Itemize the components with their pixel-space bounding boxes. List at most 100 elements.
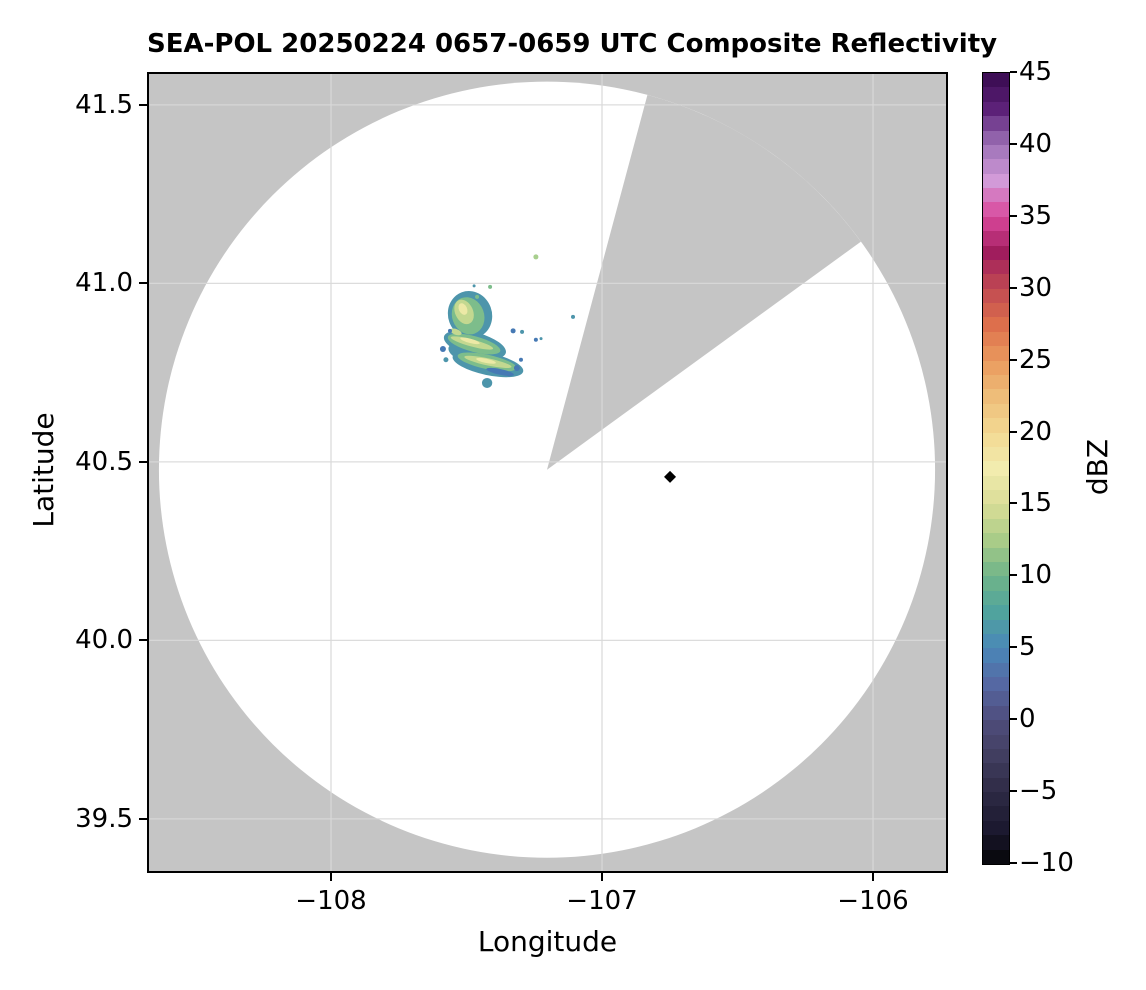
axes-border — [147, 72, 948, 873]
colorbar-band — [983, 705, 1009, 721]
colorbar-band — [983, 734, 1009, 750]
colorbar-label: dBZ — [1081, 438, 1114, 496]
colorbar-band — [983, 820, 1009, 836]
colorbar-band — [983, 561, 1009, 577]
colorbar-tick-mark — [1010, 286, 1017, 289]
colorbar-band — [983, 360, 1009, 376]
colorbar-band — [983, 101, 1009, 117]
echo-yellow-green-streaks — [450, 328, 462, 336]
colorbar-band — [983, 403, 1009, 419]
echo-speck — [447, 328, 452, 333]
colorbar-band — [983, 418, 1009, 434]
echo-speck — [439, 346, 446, 353]
colorbar-tick-mark — [1010, 502, 1017, 505]
colorbar-tick-label: 10 — [1019, 560, 1053, 591]
x-axis-label: Longitude — [477, 925, 618, 958]
x-tick-label: −107 — [566, 886, 638, 916]
echo-speck — [518, 357, 523, 362]
colorbar-tick-label: 45 — [1019, 57, 1053, 87]
colorbar-band — [983, 835, 1009, 851]
colorbar-band — [983, 518, 1009, 534]
echo-speck — [513, 364, 520, 371]
colorbar-band — [983, 202, 1009, 218]
y-tick-label: 40.5 — [75, 446, 133, 477]
colorbar-band — [983, 144, 1009, 160]
colorbar-band — [983, 461, 1009, 477]
colorbar-tick-label: 20 — [1019, 416, 1053, 447]
colorbar-tick-mark — [1010, 71, 1017, 73]
colorbar-band — [983, 73, 1009, 88]
blanked-sector-wedge — [546, 94, 861, 470]
colorbar-band — [983, 720, 1009, 736]
echo-speck — [520, 329, 525, 334]
colorbar-tick-mark — [1010, 718, 1017, 721]
site-marker-diamond — [664, 470, 677, 483]
colorbar-tick-label: 15 — [1019, 488, 1053, 519]
colorbar-band — [983, 231, 1009, 247]
colorbar-band — [983, 216, 1009, 232]
colorbar-tick-mark — [1010, 862, 1017, 864]
colorbar-tick-mark — [1010, 142, 1017, 145]
colorbar-band — [983, 648, 1009, 664]
colorbar-band — [983, 375, 1009, 390]
colorbar-band — [983, 87, 1009, 103]
colorbar-band — [983, 792, 1009, 807]
echo-pale-yellow-cores — [458, 303, 468, 315]
y-tick-label: 41.0 — [75, 268, 133, 299]
colorbar-band — [983, 303, 1009, 318]
colorbar-band — [983, 777, 1009, 793]
colorbar-tick-label: 35 — [1019, 200, 1053, 231]
colorbar-band — [983, 317, 1009, 333]
colorbar-band — [983, 288, 1009, 304]
echo-speck — [539, 337, 543, 341]
echo-speck — [533, 254, 539, 260]
x-tick-label: −106 — [837, 886, 909, 916]
colorbar-tick-mark — [1010, 214, 1017, 217]
echo-speck — [533, 337, 538, 342]
colorbar-tick-label: 0 — [1019, 704, 1036, 735]
y-tick-label: 40.0 — [75, 625, 133, 656]
echo-pale-yellow-cores — [460, 337, 480, 345]
colorbar-tick-mark — [1010, 790, 1017, 793]
plot-area — [147, 72, 948, 873]
echo-pale-yellow-cores — [476, 357, 496, 364]
colorbar-tick-mark — [1010, 574, 1017, 577]
colorbar-band — [983, 274, 1009, 290]
colorbar-band — [983, 533, 1009, 549]
echo-speck — [488, 284, 493, 289]
radar-plot-svg — [147, 72, 948, 873]
colorbar-tick-label: 40 — [1019, 128, 1053, 159]
y-tick-mark — [139, 282, 147, 285]
figure-title: SEA-POL 20250224 0657-0659 UTC Composite… — [147, 29, 998, 59]
colorbar-tick-label: 30 — [1019, 272, 1053, 303]
colorbar-tick-mark — [1010, 358, 1017, 361]
colorbar-band — [983, 259, 1009, 275]
colorbar-tick-mark — [1010, 646, 1017, 649]
colorbar-band — [983, 691, 1009, 707]
y-tick-mark — [139, 817, 147, 820]
x-tick-mark — [601, 873, 603, 881]
echo-speck — [475, 294, 480, 299]
colorbar-band — [983, 590, 1009, 606]
colorbar-band — [983, 662, 1009, 678]
y-tick-label: 39.5 — [75, 803, 133, 834]
colorbar — [982, 72, 1010, 865]
colorbar-tick-label: −10 — [1019, 848, 1074, 878]
y-axis-label: Latitude — [27, 412, 60, 528]
colorbar-band — [983, 605, 1009, 620]
colorbar-band — [983, 547, 1009, 563]
colorbar-band — [983, 490, 1009, 505]
colorbar-band — [983, 748, 1009, 764]
colorbar-band — [983, 159, 1009, 175]
y-tick-mark — [139, 460, 147, 463]
echo-speck — [506, 371, 512, 377]
colorbar-band — [983, 432, 1009, 448]
colorbar-band — [983, 576, 1009, 592]
colorbar-band — [983, 446, 1009, 462]
colorbar-band — [983, 116, 1009, 132]
colorbar-band — [983, 763, 1009, 779]
colorbar-band — [983, 619, 1009, 635]
colorbar-tick-label: −5 — [1019, 776, 1058, 807]
y-tick-mark — [139, 639, 147, 642]
